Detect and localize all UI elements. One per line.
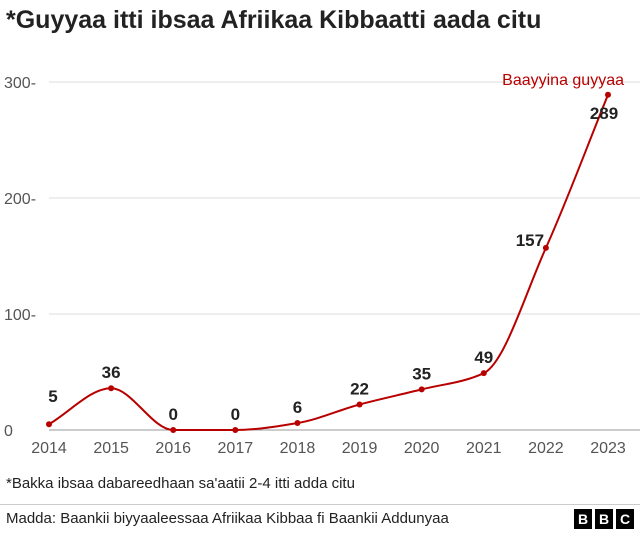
data-point: [418, 386, 425, 393]
series-line: [48, 94, 609, 431]
source-text: Madda: Baankii biyyaaleessaa Afriikaa Ki…: [6, 510, 449, 527]
y-axis-ticks: 0 100- 200- 300-: [4, 75, 36, 440]
data-points: [46, 91, 611, 433]
divider: [0, 504, 640, 505]
data-point: [605, 91, 611, 98]
chart-title: *Guyyaa itti ibsaa Afriikaa Kibbaatti aa…: [6, 6, 542, 34]
x-tick-label: 2022: [528, 440, 564, 457]
logo-letter: C: [616, 509, 634, 529]
data-label: 5: [48, 387, 57, 406]
data-point: [170, 427, 177, 433]
y-tick-label: 0: [4, 423, 13, 440]
logo-letter: B: [574, 509, 592, 529]
y-tick-label: 200-: [4, 191, 36, 208]
x-tick-label: 2019: [342, 440, 378, 457]
x-axis-ticks: 2014 2015 2016 2017 2018 2019 2020 2021 2022 2023: [31, 440, 626, 457]
footnote: *Bakka ibsaa dabareedhaan sa'aatii 2-4 i…: [6, 475, 355, 492]
data-label: 157: [516, 231, 544, 250]
x-tick-label: 2023: [590, 440, 626, 457]
data-labels: 5 36 0 0 6 22 35 49 157 289: [48, 104, 618, 424]
bbc-logo: B B C: [574, 509, 634, 529]
x-tick-label: 2017: [218, 440, 254, 457]
x-tick-label: 2015: [93, 440, 129, 457]
data-point: [356, 401, 363, 408]
y-tick-label: 300-: [4, 75, 36, 92]
data-label: 0: [168, 405, 177, 424]
gridlines: [49, 81, 640, 431]
x-tick-label: 2016: [155, 440, 191, 457]
data-label: 6: [293, 398, 302, 417]
data-point: [46, 421, 52, 428]
data-point: [294, 420, 301, 427]
data-label: 49: [474, 348, 493, 367]
data-label: 35: [412, 364, 431, 383]
y-tick-label: 100-: [4, 307, 36, 324]
x-tick-label: 2018: [280, 440, 316, 457]
x-tick-label: 2014: [31, 440, 67, 457]
data-label: 289: [590, 104, 618, 123]
x-tick-label: 2020: [404, 440, 440, 457]
data-point: [542, 244, 549, 251]
data-label: 36: [102, 363, 121, 382]
data-point: [480, 370, 487, 377]
data-label: 0: [231, 405, 240, 424]
data-point: [232, 427, 239, 433]
series-name-label: Baayyina guyyaa: [502, 72, 624, 89]
logo-letter: B: [595, 509, 613, 529]
data-label: 22: [350, 379, 369, 398]
x-tick-label: 2021: [466, 440, 502, 457]
data-point: [108, 385, 115, 392]
